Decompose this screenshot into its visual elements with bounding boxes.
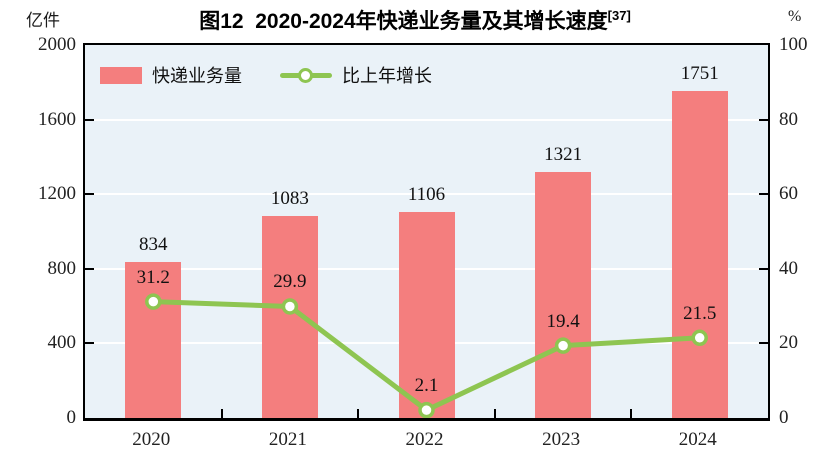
bar-value-label: 1751 xyxy=(680,63,719,85)
right-tick-mark xyxy=(759,267,768,270)
right-axis-tick-label: 100 xyxy=(779,34,808,55)
bar-2024 xyxy=(671,91,728,418)
right-tick-mark xyxy=(759,342,768,345)
left-axis-tick-label: 1600 xyxy=(38,108,76,130)
bottom-tick-mark xyxy=(220,409,223,418)
x-axis-label: 2020 xyxy=(132,429,171,450)
x-axis-label: 2022 xyxy=(405,429,444,450)
gridline xyxy=(85,193,768,196)
x-axis-label: 2021 xyxy=(268,429,307,450)
bottom-tick-mark xyxy=(357,409,360,418)
right-axis-tick-label: 40 xyxy=(779,257,798,279)
left-axis-labels: 0 400 800 1200 1600 2000 xyxy=(0,34,77,428)
left-axis-tick-label: 800 xyxy=(47,257,77,279)
growth-value-label: 29.9 xyxy=(273,271,307,293)
bar-2020 xyxy=(125,262,182,418)
left-axis-tick-label: 400 xyxy=(47,332,77,354)
bottom-tick-mark xyxy=(493,409,496,418)
growth-value-label: 21.5 xyxy=(683,302,717,324)
right-axis-tick-label: 80 xyxy=(779,108,798,130)
right-tick-mark xyxy=(759,193,768,196)
right-axis-tick-label: 0 xyxy=(779,407,789,428)
growth-value-label: 19.4 xyxy=(546,310,580,332)
left-axis-tick-label: 1200 xyxy=(38,183,76,205)
bar-value-label: 1083 xyxy=(270,188,309,210)
right-tick-mark xyxy=(759,118,768,121)
left-axis-tick-label: 2000 xyxy=(38,34,76,55)
bar-series-swatch xyxy=(100,66,142,84)
right-axis-unit: % xyxy=(788,8,802,25)
line-series-swatch xyxy=(280,67,332,84)
growth-value-label: 31.2 xyxy=(136,266,170,288)
left-tick-mark xyxy=(85,342,94,345)
growth-marker xyxy=(691,329,708,347)
right-axis-labels: 0 20 40 60 80 100 xyxy=(779,34,829,428)
right-axis-tick-label: 60 xyxy=(779,183,798,205)
x-axis-labels: 2020 2021 2022 2023 2024 xyxy=(83,429,770,455)
left-tick-mark xyxy=(85,193,94,196)
left-axis-unit: 亿件 xyxy=(26,11,60,30)
x-axis-label: 2024 xyxy=(678,429,717,450)
legend-label-bar: 快递业务量 xyxy=(152,66,242,86)
left-tick-mark xyxy=(85,267,94,270)
growth-value-label: 2.1 xyxy=(414,375,439,397)
line-swatch-marker xyxy=(298,67,313,83)
growth-marker xyxy=(554,337,572,354)
left-tick-mark xyxy=(85,118,94,121)
bar-value-label: 834 xyxy=(139,234,168,256)
bottom-tick-mark xyxy=(630,409,633,418)
x-axis-label: 2023 xyxy=(542,429,581,450)
growth-marker xyxy=(418,401,435,418)
right-axis-tick-label: 20 xyxy=(779,332,798,354)
bar-2022 xyxy=(398,211,455,418)
chart-title-text: 图12 2020-2024年快递业务量及其增长速度 xyxy=(199,10,608,33)
gridline xyxy=(85,118,768,121)
bar-2023 xyxy=(535,171,592,418)
plot-area: 快递业务量 比上年增长 834 1083 1106 1321 1751 31.2 29.9 2… xyxy=(83,43,770,421)
chart-title: 图12 2020-2024年快递业务量及其增长速度[37] xyxy=(0,5,830,35)
chart-title-footnote: [37] xyxy=(607,8,631,23)
bar-value-label: 1106 xyxy=(407,183,446,205)
bar-2021 xyxy=(261,216,318,418)
growth-marker xyxy=(281,298,299,315)
legend-item-bar: 快递业务量 xyxy=(100,62,242,88)
growth-line xyxy=(145,293,708,418)
left-axis-tick-label: 0 xyxy=(66,407,77,428)
bar-value-label: 1321 xyxy=(544,143,583,165)
legend-item-line: 比上年增长 xyxy=(280,62,432,88)
legend: 快递业务量 比上年增长 xyxy=(100,62,432,88)
legend-label-line: 比上年增长 xyxy=(342,66,432,86)
growth-marker xyxy=(145,293,162,310)
